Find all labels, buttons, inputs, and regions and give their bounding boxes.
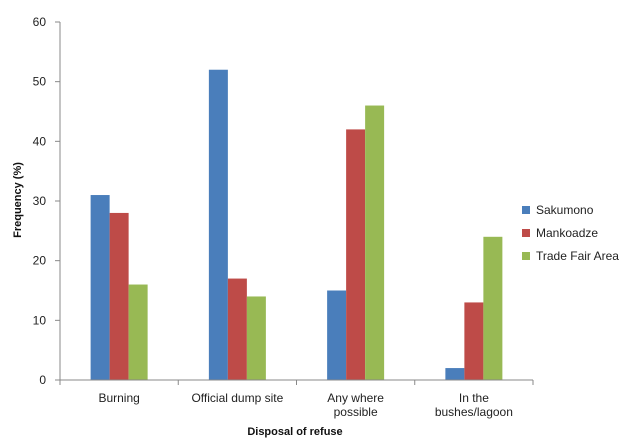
- axes: [59, 22, 534, 385]
- legend-label: Trade Fair Area: [536, 249, 619, 263]
- legend-swatch: [522, 252, 530, 260]
- legend-label: Sakumono: [536, 203, 594, 217]
- bars: [90, 69, 503, 381]
- y-axis-title: Frequency (%): [12, 162, 24, 238]
- x-axis-categories: Burning Official dump site Any wherepossib…: [98, 391, 512, 419]
- x-category-label: possible: [334, 405, 378, 419]
- bar-trade-fair-area-3: [483, 236, 503, 380]
- y-tick-label: 50: [33, 75, 47, 89]
- x-category-label: Any where: [327, 391, 384, 405]
- x-category-label: Burning: [98, 391, 139, 405]
- legend-swatch: [522, 206, 530, 214]
- y-axis-ticks: 0 10 20 30 40 50 60: [33, 15, 60, 387]
- bar-mankoadze-2: [346, 129, 366, 380]
- legend-label: Mankoadze: [536, 226, 598, 240]
- y-tick-label: 10: [33, 313, 47, 327]
- x-category-label: bushes/lagoon: [435, 405, 513, 419]
- y-tick-label: 60: [33, 15, 47, 29]
- y-tick-label: 40: [33, 134, 47, 148]
- legend: Sakumono Mankoadze Trade Fair Area: [522, 203, 619, 263]
- bar-mankoadze-0: [109, 212, 129, 380]
- x-category-label: In the: [459, 391, 489, 405]
- y-tick-label: 0: [39, 373, 46, 387]
- y-tick-label: 20: [33, 254, 47, 268]
- bar-trade-fair-area-2: [365, 105, 385, 381]
- x-axis-title: Disposal of refuse: [247, 426, 342, 438]
- x-category-label: Official dump site: [191, 391, 283, 405]
- bar-sakumono-3: [445, 368, 465, 380]
- bar-trade-fair-area-1: [246, 296, 266, 380]
- bar-trade-fair-area-0: [128, 284, 148, 380]
- y-tick-label: 30: [33, 194, 47, 208]
- legend-swatch: [522, 229, 530, 237]
- bar-mankoadze-3: [464, 302, 484, 380]
- bar-sakumono-0: [90, 195, 110, 380]
- bar-sakumono-2: [327, 290, 347, 380]
- bar-sakumono-1: [208, 69, 228, 380]
- bar-mankoadze-1: [227, 278, 247, 380]
